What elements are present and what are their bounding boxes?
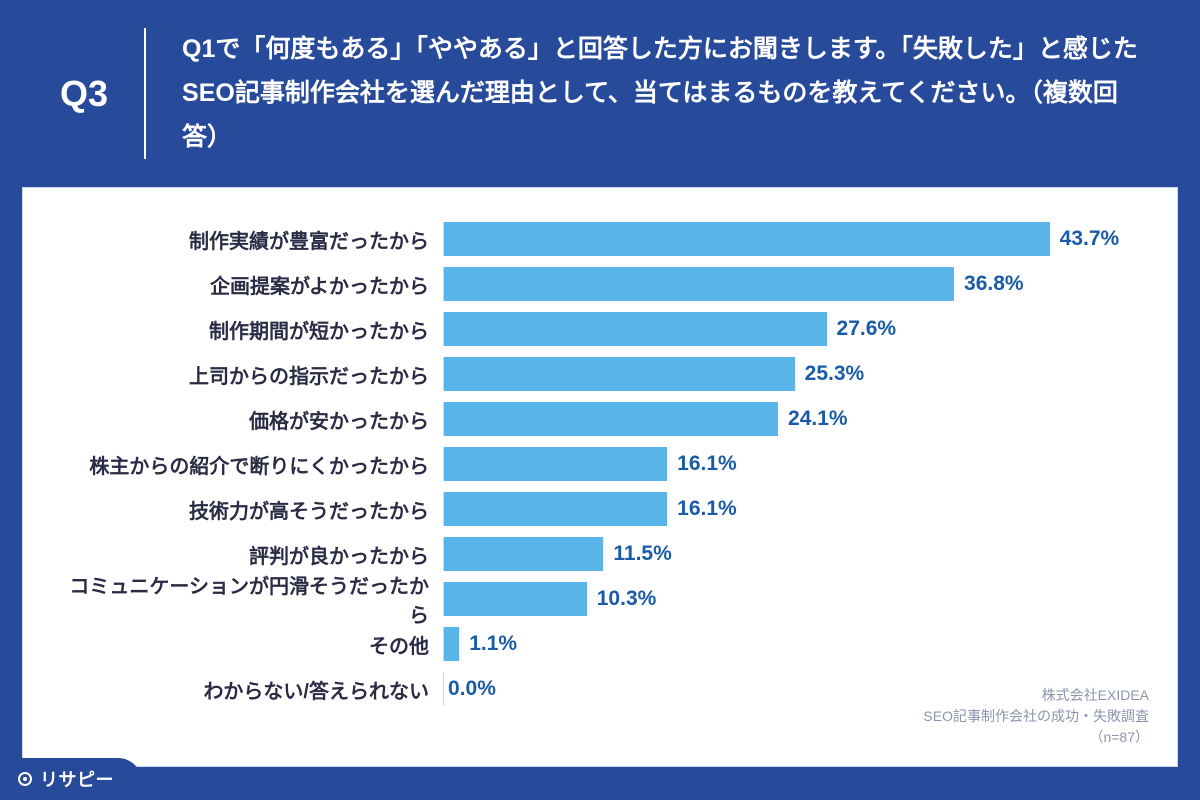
chart-row: 株主からの紹介で断りにくかったから16.1% bbox=[63, 447, 1137, 481]
chart-row: その他1.1% bbox=[63, 627, 1137, 661]
brand-footer-tab: リサピー bbox=[0, 758, 142, 800]
bar-value: 0.0% bbox=[444, 677, 496, 701]
bar-value: 11.5% bbox=[603, 542, 671, 566]
bar-label: 価格が安かったから bbox=[63, 405, 443, 434]
source-credits: 株式会社EXIDEA SEO記事制作会社の成功・失敗調査 （n=87） bbox=[923, 685, 1149, 748]
brand-dot-icon bbox=[18, 772, 32, 786]
bar-track: 1.1% bbox=[443, 627, 1137, 661]
header: Q3 Q1で「何度もある」「ややある」と回答した方にお聞きします。「失敗した」と… bbox=[0, 0, 1200, 187]
bar-label: 評判が良かったから bbox=[63, 540, 443, 569]
bar-track: 24.1% bbox=[443, 402, 1137, 436]
bar-track: 10.3% bbox=[443, 582, 1137, 616]
bar-track: 25.3% bbox=[443, 357, 1137, 391]
bar: 36.8% bbox=[444, 267, 954, 301]
chart-row: 制作実績が豊富だったから43.7% bbox=[63, 222, 1137, 256]
bar-label: 株主からの紹介で断りにくかったから bbox=[63, 450, 443, 479]
bar-track: 11.5% bbox=[443, 537, 1137, 571]
bar: 1.1% bbox=[444, 627, 459, 661]
chart-row: コミュニケーションが円滑そうだったから10.3% bbox=[63, 582, 1137, 616]
chart-row: 価格が安かったから24.1% bbox=[63, 402, 1137, 436]
bar: 27.6% bbox=[444, 312, 827, 346]
bar-value: 16.1% bbox=[667, 452, 737, 476]
chart-row: 企画提案がよかったから36.8% bbox=[63, 267, 1137, 301]
question-text: Q1で「何度もある」「ややある」と回答した方にお聞きします。「失敗した」と感じた… bbox=[182, 28, 1140, 159]
bar: 10.3% bbox=[444, 582, 587, 616]
bar: 16.1% bbox=[444, 447, 667, 481]
bar-label: 技術力が高そうだったから bbox=[63, 495, 443, 524]
bar-value: 36.8% bbox=[954, 272, 1024, 296]
bar-label: わからない/答えられない bbox=[63, 675, 443, 704]
brand-name: リサピー bbox=[40, 766, 114, 792]
credit-line: SEO記事制作会社の成功・失敗調査 bbox=[923, 706, 1149, 727]
bar-value: 24.1% bbox=[778, 407, 848, 431]
bar-track: 16.1% bbox=[443, 492, 1137, 526]
bar-value: 27.6% bbox=[827, 317, 897, 341]
bar-label: 制作期間が短かったから bbox=[63, 315, 443, 344]
bar-label: その他 bbox=[63, 630, 443, 659]
bar-track: 36.8% bbox=[443, 267, 1137, 301]
credit-line: 株式会社EXIDEA bbox=[923, 685, 1149, 706]
bar-label: コミュニケーションが円滑そうだったから bbox=[63, 570, 443, 628]
bar: 25.3% bbox=[444, 357, 795, 391]
bar-value: 43.7% bbox=[1050, 227, 1120, 251]
bar: 24.1% bbox=[444, 402, 778, 436]
bar-label: 制作実績が豊富だったから bbox=[63, 225, 443, 254]
chart-area: 制作実績が豊富だったから43.7%企画提案がよかったから36.8%制作期間が短か… bbox=[22, 187, 1178, 767]
bar-label: 上司からの指示だったから bbox=[63, 360, 443, 389]
bar-value: 25.3% bbox=[795, 362, 865, 386]
bar-value: 1.1% bbox=[459, 632, 517, 656]
bar: 16.1% bbox=[444, 492, 667, 526]
bar-chart: 制作実績が豊富だったから43.7%企画提案がよかったから36.8%制作期間が短か… bbox=[63, 222, 1137, 706]
chart-row: 制作期間が短かったから27.6% bbox=[63, 312, 1137, 346]
chart-row: 技術力が高そうだったから16.1% bbox=[63, 492, 1137, 526]
bar: 43.7% bbox=[444, 222, 1050, 256]
bar-value: 10.3% bbox=[587, 587, 657, 611]
chart-row: 上司からの指示だったから25.3% bbox=[63, 357, 1137, 391]
credit-line: （n=87） bbox=[923, 727, 1149, 748]
question-number-badge: Q3 bbox=[60, 28, 146, 159]
bar-track: 43.7% bbox=[443, 222, 1137, 256]
bar: 11.5% bbox=[444, 537, 603, 571]
bar-value: 16.1% bbox=[667, 497, 737, 521]
bar-label: 企画提案がよかったから bbox=[63, 270, 443, 299]
bar-track: 16.1% bbox=[443, 447, 1137, 481]
chart-row: 評判が良かったから11.5% bbox=[63, 537, 1137, 571]
bar-track: 27.6% bbox=[443, 312, 1137, 346]
